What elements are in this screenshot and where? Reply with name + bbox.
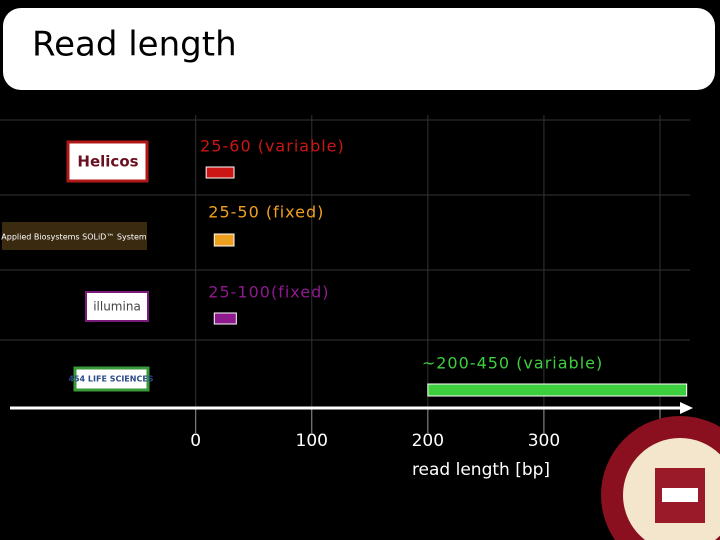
- logo-text: Applied Biosystems SOLiD™ System: [1, 233, 147, 242]
- x-tick-label: 200: [412, 431, 444, 451]
- seal: [601, 416, 720, 540]
- range-bar: [205, 166, 235, 179]
- x-axis-label: read length [bp]: [412, 460, 550, 480]
- x-tick-label: 300: [528, 431, 560, 451]
- logo-text: illumina: [93, 300, 141, 314]
- range-bar: [427, 383, 688, 397]
- bar-annotation: 25-60 (variable): [200, 137, 345, 156]
- logo-box: [66, 140, 149, 183]
- logo-text: Helicos: [77, 153, 138, 171]
- bar-annotation: 25-50 (fixed): [208, 203, 324, 222]
- range-bar: [213, 233, 235, 247]
- bar-annotation: ~200-450 (variable): [422, 354, 603, 373]
- range-bar: [213, 312, 237, 325]
- seal-book: [662, 488, 698, 502]
- slide-title: Read length: [32, 25, 237, 65]
- logo-box: [2, 222, 147, 250]
- x-tick-label: 0: [190, 431, 201, 451]
- logo-box: [85, 291, 149, 322]
- title-box: [3, 8, 715, 90]
- logo-box: [73, 366, 150, 392]
- x-tick-label: 100: [296, 431, 328, 451]
- bar-annotation: 25-100(fixed): [208, 283, 329, 302]
- axis-arrow: [680, 402, 693, 414]
- logo-text: 454 LIFE SCIENCES: [68, 375, 153, 384]
- logos: Helicos Applied Biosystems SOLiD™ System…: [1, 140, 154, 392]
